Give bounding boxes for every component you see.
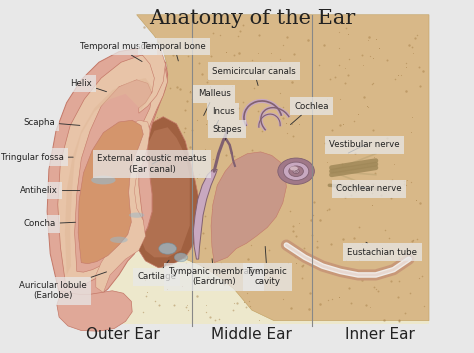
Text: Malleus: Malleus [198,89,230,115]
Text: Cartilage: Cartilage [137,260,176,281]
Text: Outer Ear: Outer Ear [86,327,160,342]
Text: Tringular fossa: Tringular fossa [1,152,73,162]
Ellipse shape [110,237,128,243]
Text: Semicircular canals: Semicircular canals [212,66,296,85]
Polygon shape [58,55,168,287]
Ellipse shape [91,176,116,184]
Text: Temporal muscle: Temporal muscle [80,42,153,61]
Text: Auricular lobule
(Earlobe): Auricular lobule (Earlobe) [18,272,107,300]
Ellipse shape [289,166,303,176]
Ellipse shape [278,158,314,184]
Polygon shape [110,219,429,324]
Polygon shape [74,80,152,272]
Text: External acoustic meatus
(Ear canal): External acoustic meatus (Ear canal) [97,154,207,174]
Text: Cochlea: Cochlea [291,102,329,125]
Text: Eustachian tube: Eustachian tube [347,242,418,257]
Polygon shape [96,120,150,293]
Polygon shape [137,15,429,321]
Text: Scapha: Scapha [23,118,80,126]
Polygon shape [47,48,168,300]
Ellipse shape [293,169,299,174]
Ellipse shape [129,213,145,218]
Text: Stapes: Stapes [213,125,242,140]
Text: Helix: Helix [70,79,107,92]
Text: Anatomy of the Ear: Anatomy of the Ear [149,10,355,29]
Text: Middle Ear: Middle Ear [211,327,292,342]
Polygon shape [139,43,165,113]
Text: Incus: Incus [211,107,234,128]
Polygon shape [65,78,152,275]
Text: Temporal bone: Temporal bone [142,42,206,61]
Polygon shape [137,117,199,268]
Text: Concha: Concha [23,220,75,228]
Ellipse shape [174,253,188,262]
Text: Inner Ear: Inner Ear [346,327,415,342]
Ellipse shape [295,170,297,172]
Ellipse shape [159,243,176,254]
Polygon shape [193,169,217,259]
Polygon shape [57,291,132,331]
Text: Cochlear nerve: Cochlear nerve [337,184,402,193]
Polygon shape [141,127,190,257]
Polygon shape [78,120,143,264]
Text: Antihelix: Antihelix [20,186,80,195]
Text: Tympanic membrane
(Eardrum): Tympanic membrane (Eardrum) [169,259,260,286]
Text: Vestibular nerve: Vestibular nerve [329,140,400,153]
Text: Tympanic
cavity: Tympanic cavity [247,246,288,286]
Ellipse shape [283,162,309,180]
Ellipse shape [290,166,298,170]
Polygon shape [211,152,286,263]
